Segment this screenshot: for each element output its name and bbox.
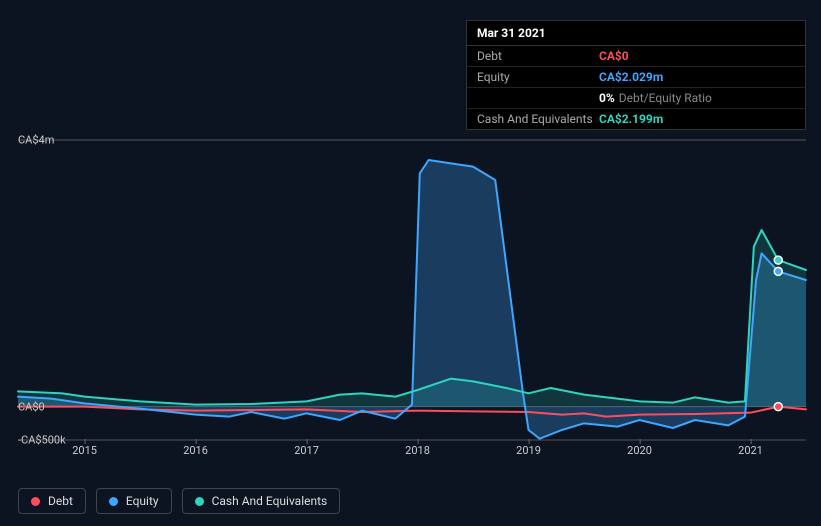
x-axis-tick: 2020 [627, 444, 652, 457]
chart-legend: Debt Equity Cash And Equivalents [18, 488, 340, 514]
tooltip-row: 0%Debt/Equity Ratio [467, 88, 805, 109]
tooltip-label: Equity [477, 70, 599, 84]
x-axis-tick: 2017 [294, 444, 319, 457]
x-axis-tick: 2019 [516, 444, 541, 457]
legend-item[interactable]: Debt [18, 488, 86, 514]
x-axis-tick: 2021 [738, 444, 763, 457]
x-axis-tick: 2015 [72, 444, 97, 457]
tooltip-row: DebtCA$0 [467, 46, 805, 67]
tooltip-value: CA$2.029m [599, 70, 663, 84]
tooltip-row: EquityCA$2.029m [467, 67, 805, 88]
legend-label: Debt [48, 494, 73, 508]
y-axis-tick: CA$4m [18, 134, 32, 147]
x-axis-tick: 2018 [405, 444, 430, 457]
tooltip-value: 0%Debt/Equity Ratio [599, 91, 712, 105]
tooltip-label: Cash And Equivalents [477, 112, 599, 126]
tooltip-value: CA$0 [599, 49, 629, 63]
x-axis-tick: 2016 [183, 444, 208, 457]
y-axis-tick: CA$0 [18, 400, 32, 413]
legend-swatch [109, 497, 118, 506]
x-axis: 2015 2016 2017 2018 2019 2020 2021 [18, 444, 806, 462]
legend-swatch [31, 497, 40, 506]
legend-item[interactable]: Equity [96, 488, 172, 514]
legend-label: Cash And Equivalents [212, 494, 328, 508]
legend-swatch [195, 497, 204, 506]
tooltip-value: CA$2.199m [599, 112, 663, 126]
chart-tooltip: Mar 31 2021 DebtCA$0EquityCA$2.029m0%Deb… [466, 20, 806, 130]
tooltip-date: Mar 31 2021 [467, 21, 805, 46]
tooltip-label: Debt [477, 49, 599, 63]
legend-item[interactable]: Cash And Equivalents [182, 488, 341, 514]
tooltip-label [477, 91, 599, 105]
legend-label: Equity [126, 494, 159, 508]
tooltip-row: Cash And EquivalentsCA$2.199m [467, 109, 805, 129]
financials-chart[interactable]: CA$4mCA$0-CA$500k 2015201620172018201920… [18, 120, 806, 440]
